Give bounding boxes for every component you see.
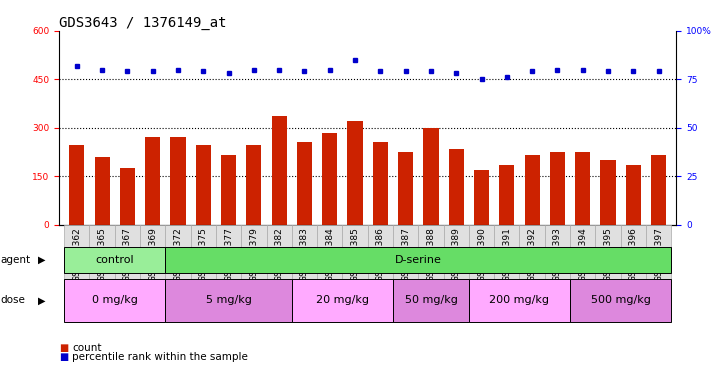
Bar [646,225,671,301]
Bar [292,225,317,301]
Bar [221,155,236,225]
Text: GSM271372: GSM271372 [174,227,182,282]
Bar [519,225,545,301]
Bar [570,279,671,322]
Text: GSM271365: GSM271365 [97,227,107,282]
Bar [525,155,540,225]
Bar [474,170,489,225]
Bar [242,225,267,301]
Text: dose: dose [1,295,26,306]
Text: GSM271367: GSM271367 [123,227,132,282]
Text: GSM271392: GSM271392 [528,227,536,282]
Bar [317,225,342,301]
Bar [247,146,262,225]
Bar [69,146,84,225]
Text: 5 mg/kg: 5 mg/kg [205,295,252,306]
Text: count: count [72,343,102,353]
Text: GSM271388: GSM271388 [426,227,435,282]
Text: 200 mg/kg: 200 mg/kg [490,295,549,306]
Text: GSM271390: GSM271390 [477,227,486,282]
Bar [145,137,160,225]
Text: GSM271369: GSM271369 [149,227,157,282]
Bar [120,168,135,225]
Bar [348,121,363,225]
Text: 50 mg/kg: 50 mg/kg [404,295,457,306]
Text: GSM271384: GSM271384 [325,227,335,282]
Bar [165,225,190,301]
Bar [596,225,621,301]
Text: GSM271391: GSM271391 [503,227,511,282]
Bar [499,165,514,225]
Text: GSM271389: GSM271389 [452,227,461,282]
Bar [393,279,469,322]
Text: 0 mg/kg: 0 mg/kg [92,295,138,306]
Text: ■: ■ [59,352,68,362]
Bar [94,157,110,225]
Bar [64,225,89,301]
Text: GSM271394: GSM271394 [578,227,587,282]
Text: 20 mg/kg: 20 mg/kg [316,295,369,306]
Bar [448,149,464,225]
Bar [64,279,165,322]
Text: agent: agent [1,255,31,265]
Bar [373,142,388,225]
Text: GDS3643 / 1376149_at: GDS3643 / 1376149_at [59,16,226,30]
Text: GSM271379: GSM271379 [249,227,258,282]
Text: GSM271393: GSM271393 [553,227,562,282]
Bar [651,155,666,225]
Text: 500 mg/kg: 500 mg/kg [590,295,650,306]
Text: ▶: ▶ [37,255,45,265]
Bar [398,152,413,225]
Bar [601,160,616,225]
Bar [443,225,469,301]
Text: GSM271387: GSM271387 [401,227,410,282]
Text: ■: ■ [59,343,68,353]
Bar [575,152,590,225]
Text: GSM271377: GSM271377 [224,227,233,282]
Bar [190,225,216,301]
Bar [626,165,641,225]
Text: control: control [95,255,134,265]
Bar [272,116,287,225]
Bar [165,247,671,273]
Bar [545,225,570,301]
Text: GSM271362: GSM271362 [72,227,81,282]
Bar [170,137,185,225]
Bar [418,225,443,301]
Text: GSM271385: GSM271385 [350,227,360,282]
Bar [140,225,165,301]
Bar [297,142,312,225]
Text: GSM271395: GSM271395 [603,227,613,282]
Bar [342,225,368,301]
Bar [550,152,565,225]
Text: GSM271386: GSM271386 [376,227,385,282]
Bar [469,225,494,301]
Bar [469,279,570,322]
Bar [494,225,519,301]
Text: ▶: ▶ [37,295,45,306]
Text: D-serine: D-serine [395,255,442,265]
Text: GSM271396: GSM271396 [629,227,638,282]
Text: GSM271383: GSM271383 [300,227,309,282]
Bar [115,225,140,301]
Bar [64,247,165,273]
Bar [322,132,337,225]
Bar [216,225,242,301]
Text: GSM271382: GSM271382 [275,227,283,282]
Text: GSM271397: GSM271397 [654,227,663,282]
Bar [267,225,292,301]
Bar [393,225,418,301]
Bar [621,225,646,301]
Bar [89,225,115,301]
Text: percentile rank within the sample: percentile rank within the sample [72,352,248,362]
Bar [195,146,211,225]
Text: GSM271375: GSM271375 [199,227,208,282]
Bar [570,225,596,301]
Bar [368,225,393,301]
Bar [423,127,438,225]
Bar [292,279,393,322]
Bar [165,279,292,322]
